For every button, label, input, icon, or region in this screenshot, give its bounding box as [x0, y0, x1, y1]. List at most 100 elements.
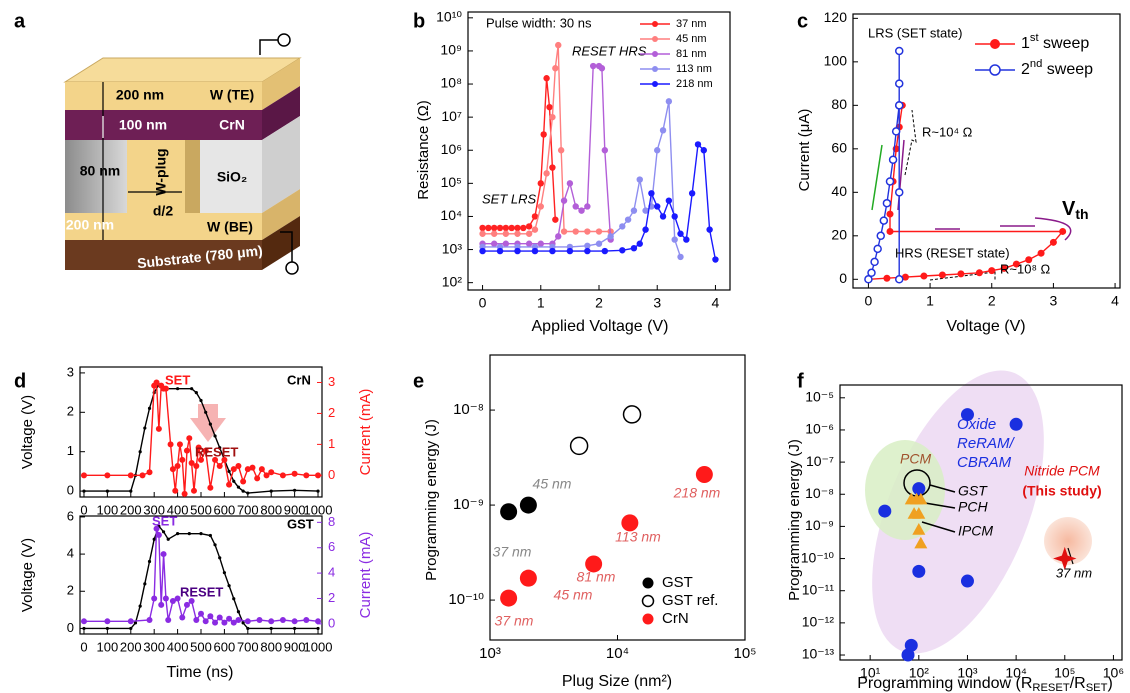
- marker: [151, 595, 157, 601]
- y-tick-label: 3: [67, 364, 74, 379]
- marker: [549, 248, 555, 254]
- annotation: GST: [287, 516, 314, 531]
- marker: [128, 472, 134, 478]
- marker: [176, 532, 179, 535]
- x-tick-label: 400: [167, 639, 189, 654]
- y2-axis-label: Current (mA): [357, 532, 374, 619]
- annotation: IPCM: [958, 523, 993, 539]
- x-axis-label: Time (ns): [167, 664, 234, 681]
- annotation: SET LRS: [482, 191, 537, 206]
- legend-label: 81 nm: [676, 48, 707, 60]
- marker: [508, 225, 514, 231]
- marker: [890, 156, 897, 163]
- x-axis-label: Programming window (RRESET/RSET): [857, 675, 1113, 693]
- marker: [156, 426, 162, 432]
- marker: [491, 225, 497, 231]
- legend-label: 1st sweep: [1021, 32, 1089, 52]
- x-axis-label: Voltage (V): [946, 318, 1025, 335]
- marker: [199, 532, 202, 535]
- marker: [246, 627, 249, 630]
- marker: [666, 98, 672, 104]
- marker: [552, 65, 558, 71]
- marker: [128, 618, 134, 624]
- schematic-label: 200 nm: [116, 87, 164, 103]
- marker: [578, 207, 584, 213]
- y-tick-label: 10⁴: [440, 207, 462, 223]
- marker: [555, 233, 561, 239]
- marker: [82, 627, 85, 630]
- legend-label: 37 nm: [676, 18, 707, 30]
- legend-marker: [652, 81, 658, 87]
- marker: [179, 615, 185, 621]
- text-part: V: [1062, 198, 1076, 220]
- marker: [701, 147, 707, 153]
- x-tick-label: 800: [260, 502, 282, 517]
- marker: [549, 114, 555, 120]
- panel-label: c: [797, 10, 808, 32]
- marker: [204, 411, 207, 414]
- annotation: 37 nm: [493, 544, 532, 560]
- legend-marker: [643, 578, 654, 589]
- y-tick-label: 1: [67, 443, 74, 458]
- device-schematic: [65, 34, 300, 274]
- marker: [1010, 418, 1023, 431]
- marker: [270, 627, 273, 630]
- y-axis-label: Resistance (Ω): [415, 100, 432, 200]
- y-tick-label: 2: [67, 583, 74, 598]
- annotation: 37 nm: [495, 613, 534, 629]
- marker: [245, 618, 251, 624]
- y-axis-label: Current (μA): [796, 109, 813, 192]
- legend-label: 113 nm: [676, 63, 712, 75]
- marker: [503, 225, 509, 231]
- marker: [637, 241, 643, 247]
- annotation: CBRAM: [957, 454, 1012, 471]
- y-axis-label: Voltage (V): [19, 395, 36, 469]
- schematic-label: 80 nm: [80, 163, 120, 179]
- marker: [648, 190, 654, 196]
- marker: [514, 248, 520, 254]
- marker: [232, 480, 235, 483]
- legend-marker: [652, 51, 658, 57]
- legend-marker: [652, 36, 658, 42]
- marker: [602, 147, 608, 153]
- marker: [695, 141, 701, 147]
- x-tick-label: 2: [988, 293, 996, 309]
- marker: [912, 482, 925, 495]
- marker: [584, 248, 590, 254]
- marker: [896, 47, 903, 54]
- marker: [479, 248, 485, 254]
- marker: [520, 570, 537, 587]
- legend-marker: [990, 65, 1000, 75]
- marker: [479, 231, 485, 237]
- marker: [976, 269, 983, 276]
- annotation: 218 nm: [673, 485, 721, 501]
- marker: [939, 271, 946, 278]
- y-tick-label: 10⁻¹⁰: [448, 591, 484, 608]
- marker: [602, 248, 608, 254]
- marker: [561, 228, 567, 234]
- panel-label: d: [14, 370, 26, 392]
- annotation: RESET HRS: [572, 43, 647, 58]
- marker: [226, 482, 232, 488]
- x-tick-label: 2: [595, 295, 603, 311]
- marker: [607, 233, 613, 239]
- x-tick-label: 10⁴: [606, 645, 629, 662]
- annotation: RESET: [180, 584, 223, 599]
- marker: [227, 470, 230, 473]
- annotation: R~10⁸ Ω: [1000, 261, 1051, 276]
- y-tick-label: 10⁻⁷: [806, 453, 834, 469]
- schematic-label: W (TE): [210, 87, 254, 103]
- marker: [637, 176, 643, 182]
- marker: [249, 465, 255, 471]
- marker: [168, 441, 174, 447]
- marker: [514, 225, 520, 231]
- marker: [280, 617, 286, 623]
- marker: [696, 466, 713, 483]
- marker: [642, 226, 648, 232]
- marker: [191, 488, 197, 494]
- marker: [268, 618, 274, 624]
- marker: [177, 441, 183, 447]
- marker: [561, 197, 567, 203]
- marker: [920, 273, 927, 280]
- x-tick-label: 600: [214, 502, 236, 517]
